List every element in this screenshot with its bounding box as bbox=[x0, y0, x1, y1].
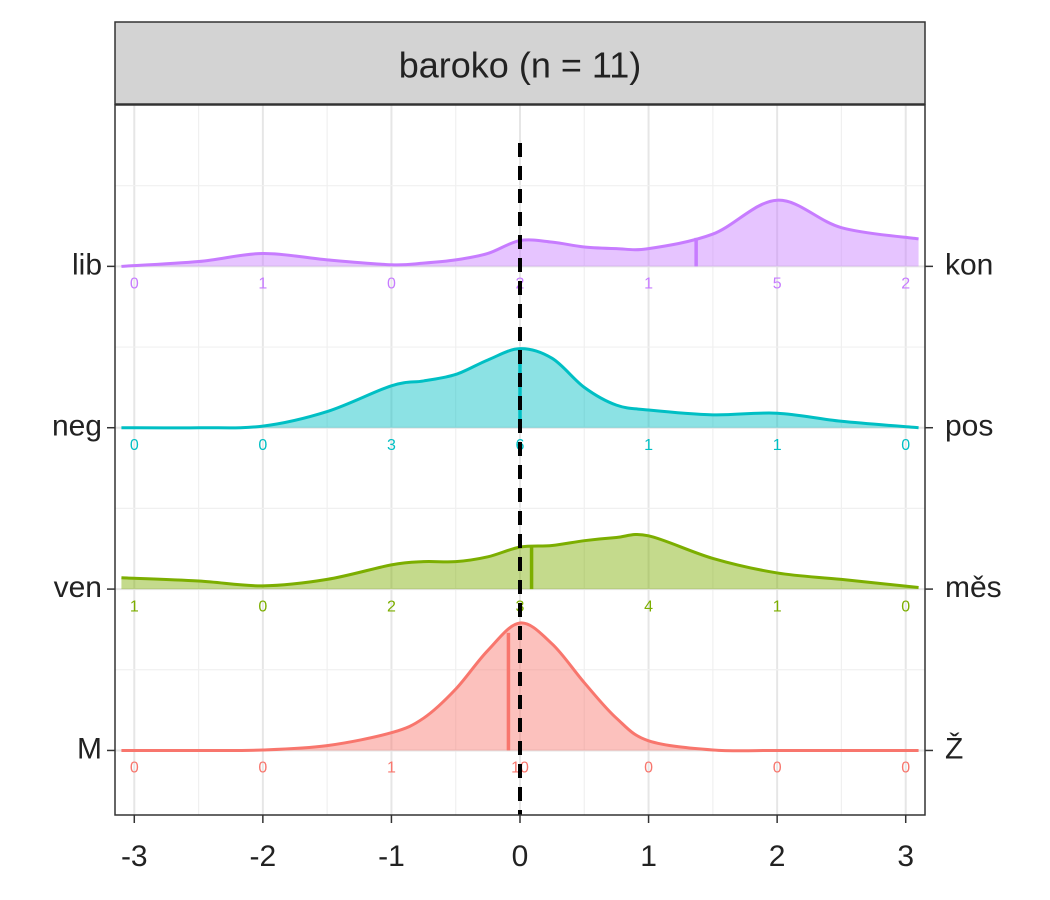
y-tick-label: neg bbox=[52, 410, 102, 443]
count-label: 0 bbox=[130, 437, 139, 454]
count-label: 0 bbox=[258, 598, 267, 615]
count-label: 0 bbox=[258, 437, 267, 454]
y-tick-label: lib bbox=[72, 248, 102, 281]
x-tick-label: -3 bbox=[121, 840, 148, 873]
y2-tick-label: pos bbox=[945, 410, 993, 443]
x-tick-label: -1 bbox=[378, 840, 405, 873]
y2-tick-label: měs bbox=[945, 571, 1002, 604]
count-label: 0 bbox=[901, 437, 910, 454]
count-label: 0 bbox=[130, 276, 139, 293]
count-label: 3 bbox=[387, 437, 396, 454]
count-label: 0 bbox=[773, 760, 782, 777]
count-label: 0 bbox=[387, 276, 396, 293]
count-label: 2 bbox=[901, 276, 910, 293]
density-area bbox=[121, 622, 919, 751]
count-label: 1 bbox=[387, 760, 396, 777]
y2-tick-label: kon bbox=[945, 248, 993, 281]
chart-title: baroko (n = 11) bbox=[399, 45, 641, 86]
count-label: 0 bbox=[901, 760, 910, 777]
x-tick-label: 3 bbox=[897, 840, 914, 873]
count-label: 1 bbox=[258, 276, 267, 293]
x-tick-label: -2 bbox=[250, 840, 277, 873]
count-label: 0 bbox=[901, 598, 910, 615]
count-label: 2 bbox=[387, 598, 396, 615]
count-label: 0 bbox=[644, 760, 653, 777]
count-label: 1 bbox=[644, 276, 653, 293]
y-tick-label: ven bbox=[54, 571, 102, 604]
count-label: 1 bbox=[644, 437, 653, 454]
count-label: 1 bbox=[773, 598, 782, 615]
density-line bbox=[121, 621, 919, 753]
count-label: 0 bbox=[130, 760, 139, 777]
count-label: 1 bbox=[130, 598, 139, 615]
count-label: 5 bbox=[773, 276, 782, 293]
density-area bbox=[121, 200, 919, 267]
count-label: 0 bbox=[258, 760, 267, 777]
strip bbox=[114, 21, 926, 105]
count-label: 1 bbox=[773, 437, 782, 454]
x-tick-label: 0 bbox=[512, 840, 529, 873]
density-line bbox=[121, 347, 919, 430]
y2-tick-label: Ž bbox=[945, 732, 963, 765]
x-tick-label: 2 bbox=[769, 840, 786, 873]
count-label: 4 bbox=[644, 598, 653, 615]
x-tick-label: 1 bbox=[640, 840, 657, 873]
marks: 00110000102341000361100102152 bbox=[121, 143, 919, 815]
y-tick-label: M bbox=[77, 732, 102, 765]
